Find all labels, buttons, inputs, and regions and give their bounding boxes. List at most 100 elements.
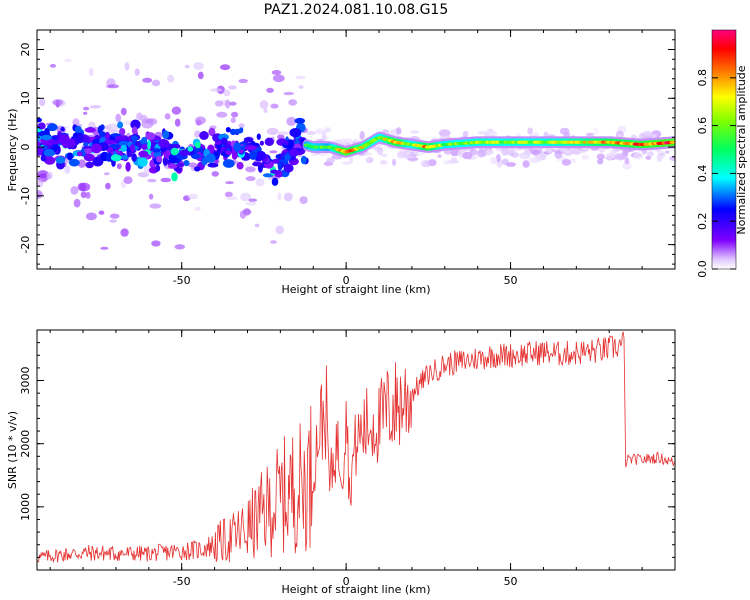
spectrum-blob [64, 165, 71, 174]
heatmap-ylabel: Frequency (Hz) [6, 109, 19, 192]
spectrum-blob [438, 129, 451, 137]
spectrum-blob [283, 91, 295, 96]
y-tick-label: 3000 [19, 367, 32, 395]
spectrum-blob [269, 150, 278, 154]
spectrum-blob [85, 212, 97, 221]
spectrum-blob [174, 118, 181, 127]
spectrum-blob [519, 152, 531, 160]
spectrum-blob [226, 196, 238, 201]
spectrum-blob [659, 152, 666, 157]
spectrum-blob [348, 155, 354, 164]
spectrum-blob [73, 198, 81, 208]
spectrum-blob [116, 163, 122, 170]
spectrum-blob [271, 177, 279, 186]
spectrum-blob [243, 209, 252, 215]
colorbar-label: Normalized spectral amplitude [735, 65, 748, 234]
spectrum-blob [142, 77, 153, 83]
spectrum-blob [207, 162, 219, 168]
spectrum-blob [52, 99, 64, 106]
spectrum-blob [585, 132, 595, 137]
spectrum-blob [559, 127, 570, 135]
colorbar-tick-label: 0.2 [696, 212, 709, 230]
spectrum-blob [223, 89, 231, 97]
snr-frame [36, 329, 676, 571]
spectrum-blob [83, 106, 90, 111]
spectrum-blob [270, 240, 277, 244]
spectrum-blob [598, 147, 604, 152]
colorbar-tick-label: 0.8 [696, 69, 709, 87]
spectrum-blob [171, 106, 182, 115]
spectrum-blob [187, 193, 198, 200]
spectrum-blob [341, 161, 352, 165]
snr-axes: -50 0 50 1000 2000 3000 [19, 329, 676, 588]
spectrum-blob [524, 148, 531, 152]
spectrum-blob [554, 150, 563, 159]
spectrum-blob [490, 131, 498, 136]
spectrum-blob [115, 113, 122, 123]
spectrum-blob [208, 127, 216, 137]
spectrum-blob [272, 74, 285, 83]
colorbar-tick-label: 0.6 [696, 117, 709, 135]
spectrum-blob [163, 151, 169, 159]
spectrum-blob [283, 192, 293, 202]
spectrum-blob [76, 151, 83, 157]
spectrum-blob [222, 159, 235, 168]
spectrum-blob [50, 64, 56, 68]
spectrum-blob [244, 145, 257, 151]
x-tick-label: 50 [504, 274, 518, 287]
spectrum-blob [74, 125, 82, 134]
spectrum-blob [139, 114, 148, 122]
spectrum-blob [50, 139, 62, 145]
spectrum-blob [190, 153, 202, 159]
spectrum-blob [53, 145, 58, 153]
spectrum-blob [277, 192, 282, 201]
spectrum-blob [152, 148, 161, 153]
spectrum-blob [106, 123, 119, 133]
spectrum-blob [130, 119, 141, 130]
spectrum-blob [171, 172, 178, 182]
spectrum-blob [233, 142, 241, 152]
spectrum-blob [194, 130, 201, 138]
spectrum-blob [60, 126, 65, 132]
spectrum-blob [256, 133, 261, 140]
spectrum-blob [109, 219, 117, 223]
spectrum-blob [295, 75, 306, 80]
spectrum-blob [110, 154, 122, 162]
spectrum-blob [187, 146, 194, 152]
heatmap-axes: -50 0 50 20 10 0 -10 -20 [19, 29, 676, 287]
spectrum-blob [379, 160, 388, 165]
y-tick-label: -20 [19, 236, 32, 254]
spectrum-blob [228, 101, 237, 106]
spectrum-blob [162, 156, 169, 166]
spectrum-blob [225, 150, 232, 155]
spectrum-blob [59, 134, 70, 144]
spectrum-blob [40, 134, 53, 141]
colorbar-ticks: 0.0 0.2 0.4 0.6 0.8 [696, 69, 736, 278]
spectrum-blob [164, 113, 171, 120]
spectrum-blob [167, 163, 178, 169]
spectrum-blob [220, 64, 231, 71]
spectrum-blob [156, 155, 163, 163]
heatmap-xlabel: Height of straight line (km) [281, 283, 430, 296]
spectrum-blob [228, 85, 237, 90]
spectrum-blob [522, 160, 530, 168]
snr-xlabel: Height of straight line (km) [281, 583, 430, 596]
spectrum-blob [225, 181, 234, 185]
spectrum-blob [605, 152, 618, 160]
spectrum-blob [100, 246, 109, 250]
colorbar [711, 29, 737, 270]
spectrum-blob [174, 244, 185, 250]
spectrum-blob [43, 149, 56, 157]
spectrum-blob [220, 137, 228, 146]
spectrum-blob [236, 161, 244, 170]
spectrum-blob [176, 162, 185, 168]
snr-ylabel: SNR (10 * v/v) [6, 411, 19, 489]
spectrum-blob [624, 157, 630, 165]
spectrum-blob [117, 121, 124, 129]
spectrum-blob [264, 137, 274, 146]
spectrum-blob [321, 131, 327, 141]
spectrum-blob [146, 139, 152, 150]
spectrum-blob [288, 148, 299, 157]
x-tick-label: -50 [173, 274, 191, 287]
spectrum-blob [239, 127, 244, 132]
